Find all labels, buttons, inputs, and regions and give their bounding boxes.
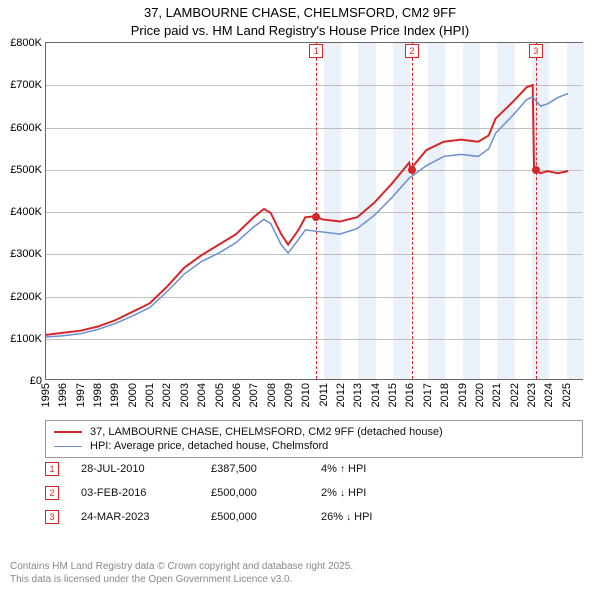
- x-tick-label: 2014: [370, 383, 382, 407]
- x-tick-label: 1996: [57, 383, 69, 407]
- legend-swatch: [54, 431, 82, 433]
- x-tick-label: 2001: [144, 383, 156, 407]
- x-tick-label: 2021: [491, 383, 503, 407]
- attribution: Contains HM Land Registry data © Crown c…: [10, 560, 353, 586]
- x-tick-label: 1999: [109, 383, 121, 407]
- x-tick-label: 2006: [231, 383, 243, 407]
- chart-title: 37, LAMBOURNE CHASE, CHELMSFORD, CM2 9FF…: [0, 0, 600, 42]
- event-row: 2 03-FEB-2016£500,0002% ↓ HPI: [45, 486, 583, 500]
- x-tick-label: 2015: [387, 383, 399, 407]
- y-tick-label: £200K: [10, 291, 42, 303]
- event-badge: 2: [45, 486, 59, 500]
- sale-marker-badge: 1: [309, 44, 323, 58]
- x-tick-label: 2020: [474, 383, 486, 407]
- y-tick-label: £800K: [10, 37, 42, 49]
- x-tick-label: 2017: [422, 383, 434, 407]
- x-tick-label: 2007: [248, 383, 260, 407]
- event-badge: 1: [45, 462, 59, 476]
- x-tick-label: 2012: [335, 383, 347, 407]
- y-tick-label: £400K: [10, 206, 42, 218]
- x-tick-label: 1995: [40, 383, 52, 407]
- y-tick-label: £100K: [10, 333, 42, 345]
- event-price: £500,000: [211, 511, 321, 523]
- x-tick-label: 2011: [318, 383, 330, 407]
- event-row: 1 28-JUL-2010£387,5004% ↑ HPI: [45, 462, 583, 476]
- legend-series-row: HPI: Average price, detached house, Chel…: [54, 439, 574, 453]
- x-tick-label: 2000: [127, 383, 139, 407]
- legend-series-row: 37, LAMBOURNE CHASE, CHELMSFORD, CM2 9FF…: [54, 425, 574, 439]
- x-tick-label: 2003: [179, 383, 191, 407]
- x-tick-label: 2022: [509, 383, 521, 407]
- y-tick-label: £700K: [10, 79, 42, 91]
- x-tick-label: 2024: [543, 383, 555, 407]
- event-pct: 2% ↓ HPI: [321, 487, 366, 499]
- x-tick-label: 2023: [526, 383, 538, 407]
- x-tick-label: 1998: [92, 383, 104, 407]
- x-tick-label: 1997: [75, 383, 87, 407]
- x-tick-label: 2004: [196, 383, 208, 407]
- sale-marker-dot: [312, 213, 320, 221]
- event-price: £387,500: [211, 463, 321, 475]
- x-tick-label: 2019: [457, 383, 469, 407]
- x-tick-label: 2002: [161, 383, 173, 407]
- legend-label: 37, LAMBOURNE CHASE, CHELMSFORD, CM2 9FF…: [90, 426, 443, 438]
- event-pct: 4% ↑ HPI: [321, 463, 366, 475]
- x-tick-label: 2013: [352, 383, 364, 407]
- sale-marker-badge: 2: [405, 44, 419, 58]
- legend-swatch: [54, 446, 82, 447]
- series-property: [46, 85, 568, 335]
- attribution-line-2: This data is licensed under the Open Gov…: [10, 573, 353, 586]
- sale-marker-dot: [408, 166, 416, 174]
- event-pct: 26% ↓ HPI: [321, 511, 372, 523]
- y-tick-label: £500K: [10, 164, 42, 176]
- series-lines: [46, 43, 582, 379]
- sale-marker-dot: [532, 166, 540, 174]
- series-legend: 37, LAMBOURNE CHASE, CHELMSFORD, CM2 9FF…: [45, 420, 583, 458]
- x-tick-label: 2025: [561, 383, 573, 407]
- x-tick-label: 2009: [283, 383, 295, 407]
- chart-container: £0£100K£200K£300K£400K£500K£600K£700K£80…: [45, 42, 583, 380]
- event-price: £500,000: [211, 487, 321, 499]
- title-line-1: 37, LAMBOURNE CHASE, CHELMSFORD, CM2 9FF: [0, 4, 600, 22]
- event-date: 24-MAR-2023: [81, 511, 211, 523]
- event-date: 28-JUL-2010: [81, 463, 211, 475]
- event-row: 3 24-MAR-2023£500,00026% ↓ HPI: [45, 510, 583, 524]
- x-tick-label: 2018: [439, 383, 451, 407]
- event-date: 03-FEB-2016: [81, 487, 211, 499]
- x-tick-label: 2008: [266, 383, 278, 407]
- x-tick-label: 2010: [300, 383, 312, 407]
- plot-area: £0£100K£200K£300K£400K£500K£600K£700K£80…: [45, 42, 583, 380]
- x-tick-label: 2005: [214, 383, 226, 407]
- title-line-2: Price paid vs. HM Land Registry's House …: [0, 22, 600, 40]
- y-tick-label: £300K: [10, 248, 42, 260]
- legend-label: HPI: Average price, detached house, Chel…: [90, 440, 328, 452]
- attribution-line-1: Contains HM Land Registry data © Crown c…: [10, 560, 353, 573]
- sale-marker-badge: 3: [529, 44, 543, 58]
- y-tick-label: £600K: [10, 122, 42, 134]
- event-badge: 3: [45, 510, 59, 524]
- x-tick-label: 2016: [404, 383, 416, 407]
